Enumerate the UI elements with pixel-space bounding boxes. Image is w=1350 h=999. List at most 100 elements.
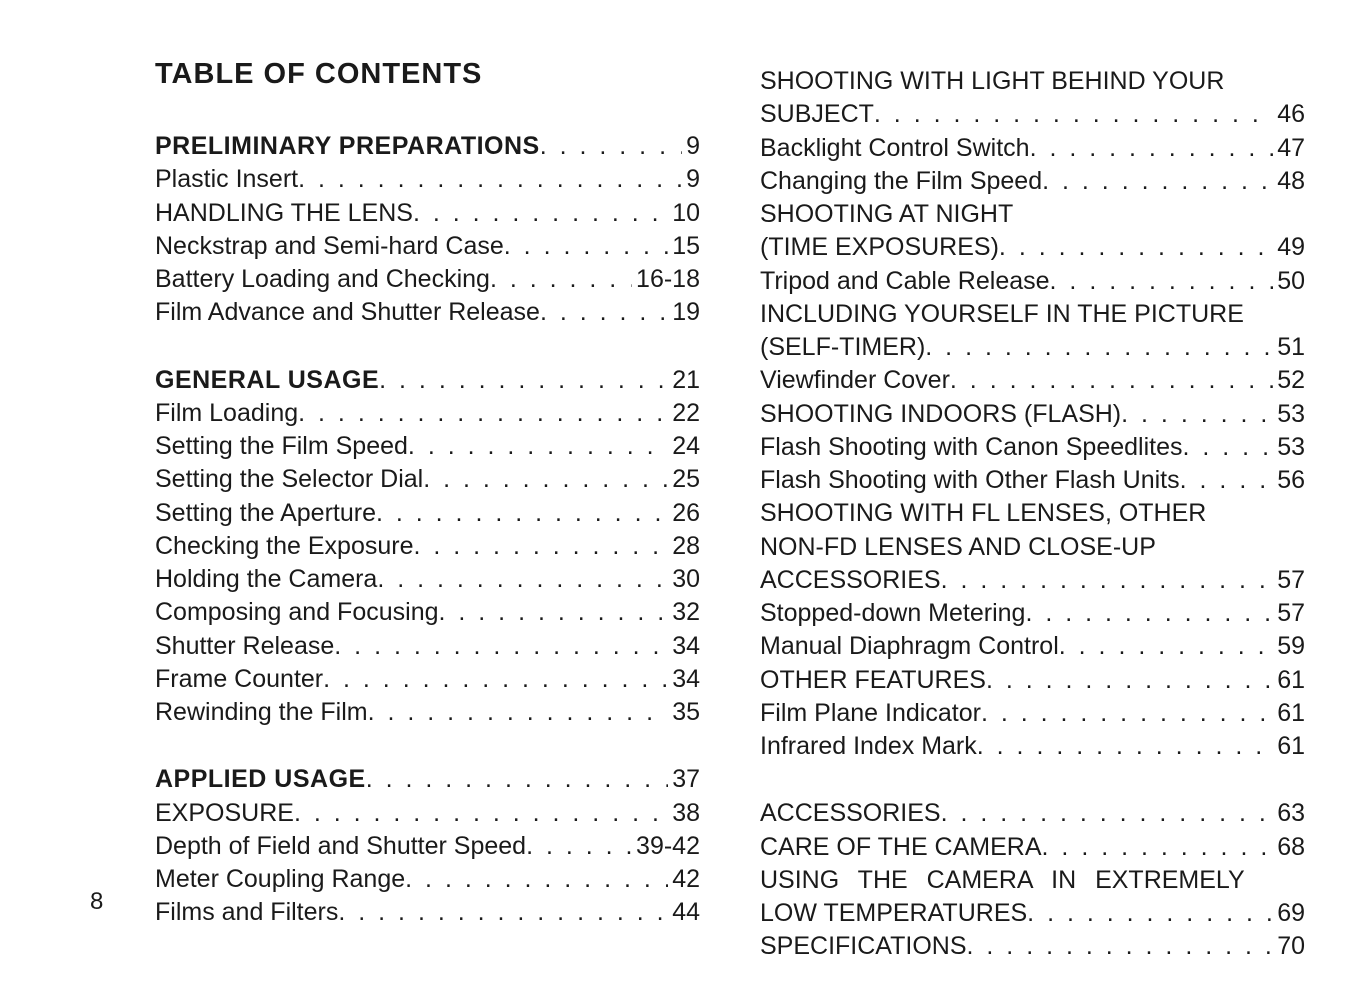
- toc-entry: Checking the Exposure28: [155, 531, 700, 562]
- toc-entry-page: 26: [668, 498, 700, 529]
- toc-entry-page: 37: [668, 764, 700, 795]
- toc-entry-page: 48: [1273, 166, 1305, 197]
- toc-entry-label: CARE OF THE CAMERA: [760, 832, 1042, 863]
- toc-entry: Composing and Focusing 32: [155, 597, 700, 628]
- toc-group: PRELIMINARY PREPARATIONS9Plastic Insert9…: [155, 131, 700, 329]
- toc-entry-page: 61: [1273, 731, 1305, 762]
- toc-entry: Film Loading22: [155, 398, 700, 429]
- toc-entry-page: 52: [1273, 365, 1305, 396]
- toc-entry-leader-dots: [376, 498, 668, 529]
- toc-entry-page: 9: [682, 131, 700, 162]
- toc-entry-leader-dots: [490, 264, 632, 295]
- toc-entry: Changing the Film Speed 48: [760, 166, 1305, 197]
- toc-entry-label: OTHER FEATURES: [760, 665, 986, 696]
- toc-entry-label: Changing the Film Speed: [760, 166, 1042, 197]
- toc-entry-label: SUBJECT: [760, 99, 874, 130]
- toc-entry-page: 68: [1273, 832, 1305, 863]
- toc-entry-label: Flash Shooting with Canon Speedlites: [760, 432, 1183, 463]
- toc-entry: Setting the Selector Dial 25: [155, 464, 700, 495]
- toc-entry: Films and Filters 44: [155, 897, 700, 928]
- toc-entry-continuation: SHOOTING WITH LIGHT BEHIND YOUR: [760, 66, 1305, 97]
- toc-entry-page: 25: [668, 464, 700, 495]
- toc-entry-leader-dots: [1050, 266, 1274, 297]
- toc-entry-page: 19: [668, 297, 700, 328]
- toc-entry-label: Battery Loading and Checking: [155, 264, 490, 295]
- toc-entry-page: 32: [668, 597, 700, 628]
- toc-entry-page: 15: [668, 231, 700, 262]
- toc-entry-label: Manual Diaphragm Control: [760, 631, 1059, 662]
- toc-entry-continuation: SHOOTING AT NIGHT: [760, 199, 1305, 230]
- toc-entry-label: Holding the Camera: [155, 564, 377, 595]
- page-number: 8: [90, 888, 103, 916]
- toc-entry-page: 44: [668, 897, 700, 928]
- toc-entry: Setting the Aperture 26: [155, 498, 700, 529]
- toc-entry: CARE OF THE CAMERA 68: [760, 832, 1305, 863]
- page: TABLE OF CONTENTS PRELIMINARY PREPARATIO…: [0, 0, 1350, 954]
- toc-entry-label: (SELF-TIMER): [760, 332, 925, 363]
- toc-entry-page: 46: [1273, 99, 1305, 130]
- toc-entry-leader-dots: [941, 798, 1274, 829]
- toc-entry: Frame Counter34: [155, 664, 700, 695]
- toc-title: TABLE OF CONTENTS: [155, 58, 700, 91]
- toc-entry-label: SHOOTING AT NIGHT: [760, 200, 1013, 228]
- toc-entry-label: Flash Shooting with Other Flash Units: [760, 465, 1180, 496]
- toc-entry-leader-dots: [540, 131, 682, 162]
- toc-entry: APPLIED USAGE 37: [155, 764, 700, 795]
- toc-entry-page: 51: [1273, 332, 1305, 363]
- toc-entry-leader-dots: [986, 665, 1273, 696]
- toc-entry-label: SHOOTING INDOORS (FLASH): [760, 399, 1121, 430]
- toc-entry-page: 49: [1273, 232, 1305, 263]
- toc-entry-page: 42: [668, 864, 700, 895]
- toc-entry-continuation: NON-FD LENSES AND CLOSE-UP: [760, 532, 1305, 563]
- toc-entry: SUBJECT 46: [760, 99, 1305, 130]
- toc-entry-label: SHOOTING WITH LIGHT BEHIND YOUR: [760, 67, 1224, 95]
- toc-entry: Viewfinder Cover52: [760, 365, 1305, 396]
- toc-entry-leader-dots: [413, 198, 668, 229]
- toc-entry-continuation: SHOOTING WITH FL LENSES, OTHER: [760, 498, 1305, 529]
- toc-entry: Flash Shooting with Other Flash Units56: [760, 465, 1305, 496]
- toc-entry-label: Neckstrap and Semi-hard Case: [155, 231, 504, 262]
- toc-group: SHOOTING WITH LIGHT BEHIND YOUR SUBJECT 46…: [760, 66, 1305, 762]
- toc-entry-label: Setting the Selector Dial: [155, 464, 423, 495]
- toc-entry: GENERAL USAGE21: [155, 365, 700, 396]
- toc-entry-label: Composing and Focusing: [155, 597, 439, 628]
- toc-entry-label: Setting the Aperture: [155, 498, 376, 529]
- toc-entry-page: 47: [1273, 133, 1305, 164]
- toc-entry-label: Shutter Release: [155, 631, 334, 662]
- toc-entry-page: 50: [1273, 266, 1305, 297]
- toc-entry-leader-dots: [977, 731, 1273, 762]
- toc-entry: Battery Loading and Checking16-18: [155, 264, 700, 295]
- toc-entry-leader-dots: [439, 597, 669, 628]
- toc-entry-label: Plastic Insert: [155, 164, 298, 195]
- toc-entry: Infrared Index Mark61: [760, 731, 1305, 762]
- toc-entry: ACCESSORIES63: [760, 798, 1305, 829]
- toc-entry-label: Films and Filters: [155, 897, 338, 928]
- toc-entry-leader-dots: [1042, 166, 1273, 197]
- toc-entry-page: 10: [668, 198, 700, 229]
- toc-entry-page: 34: [668, 664, 700, 695]
- toc-entry: Neckstrap and Semi-hard Case 15: [155, 231, 700, 262]
- toc-entry-label: Backlight Control Switch: [760, 133, 1030, 164]
- toc-entry-label: (TIME EXPOSURES): [760, 232, 999, 263]
- toc-entry-page: 61: [1273, 698, 1305, 729]
- toc-entry-leader-dots: [1030, 133, 1274, 164]
- toc-entry-label: APPLIED USAGE: [155, 764, 366, 795]
- toc-entry: Rewinding the Film35: [155, 697, 700, 728]
- toc-entry-page: 30: [668, 564, 700, 595]
- toc-entry-label: Setting the Film Speed: [155, 431, 408, 462]
- toc-entry-leader-dots: [377, 564, 668, 595]
- toc-entry-page: 9: [682, 164, 700, 195]
- toc-entry-page: 59: [1273, 631, 1305, 662]
- toc-entry-label: EXPOSURE: [155, 798, 294, 829]
- toc-entry: (SELF-TIMER) 51: [760, 332, 1305, 363]
- toc-entry: OTHER FEATURES 61: [760, 665, 1305, 696]
- toc-entry-leader-dots: [950, 365, 1273, 396]
- toc-entry-page: 61: [1273, 665, 1305, 696]
- toc-entry-label: Checking the Exposure: [155, 531, 413, 562]
- toc-entry-page: 63: [1273, 798, 1305, 829]
- toc-entry: Plastic Insert 9: [155, 164, 700, 195]
- toc-entry-label: NON-FD LENSES AND CLOSE-UP: [760, 533, 1156, 561]
- toc-entry: LOW TEMPERATURES69: [760, 898, 1305, 929]
- toc-entry-label: Tripod and Cable Release: [760, 266, 1050, 297]
- toc-entry: Film Advance and Shutter Release19: [155, 297, 700, 328]
